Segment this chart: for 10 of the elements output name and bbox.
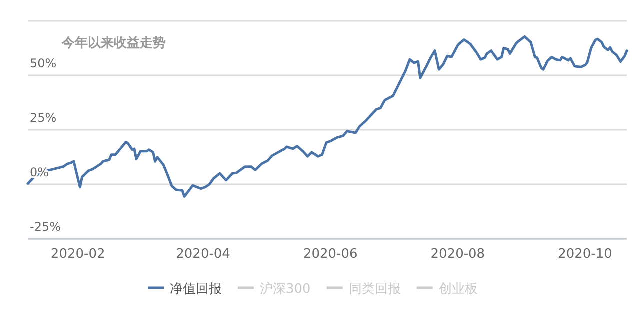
y-tick-label: -25% xyxy=(30,220,62,234)
x-tick-label: 2020-02 xyxy=(50,247,106,262)
x-tick-label: 2020-10 xyxy=(558,247,612,262)
text: 今年以来收益走势 xyxy=(61,35,166,51)
legend-label: 净值回报 xyxy=(170,282,222,297)
x-tick-label: 2020-04 xyxy=(176,247,230,262)
y-tick-label: 25% xyxy=(30,111,57,125)
y-tick-label: 50% xyxy=(30,56,57,70)
x-tick-label: 2020-08 xyxy=(430,247,486,262)
x-tick-label: 2020-06 xyxy=(303,247,358,262)
